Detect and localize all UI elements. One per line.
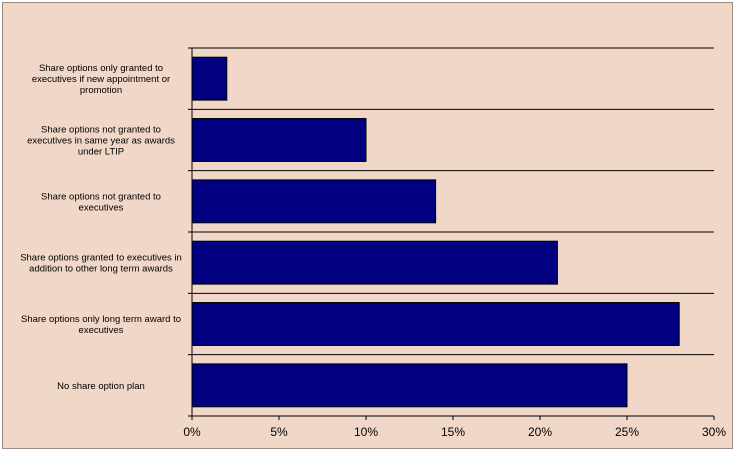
category-label: Share options granted to executives in ad… xyxy=(20,253,182,275)
bar xyxy=(191,56,228,101)
bar xyxy=(191,363,628,408)
x-tick-label: 5% xyxy=(270,425,288,439)
x-tick-label: 25% xyxy=(615,425,639,439)
bar-chart: Share options only granted to executives … xyxy=(20,47,726,439)
bar xyxy=(191,302,680,346)
category-label: Share options not granted to executives i… xyxy=(27,125,175,158)
gridlines xyxy=(192,47,714,356)
category-label: Share options only long term award to exe… xyxy=(21,314,181,336)
bar xyxy=(191,179,437,224)
category-label: Share options not granted to executives xyxy=(41,191,161,213)
x-tick-label: 15% xyxy=(441,425,465,439)
category-labels: Share options only granted to executives … xyxy=(20,63,182,392)
category-label: Share options only granted to executives … xyxy=(32,63,170,96)
category-label: No share option plan xyxy=(57,381,145,392)
x-tick-label: 20% xyxy=(528,425,552,439)
x-tick-label: 30% xyxy=(702,425,726,439)
x-tick-label: 10% xyxy=(354,425,378,439)
x-tick-label: 0% xyxy=(183,425,201,439)
chart-area: Share options only granted to executives … xyxy=(2,2,733,449)
axes xyxy=(188,47,715,420)
x-tick-labels: 0% 5% 10% 15% 20% 25% 30% xyxy=(183,425,726,439)
bar xyxy=(191,118,367,162)
bar xyxy=(191,240,558,285)
bars xyxy=(191,56,680,408)
